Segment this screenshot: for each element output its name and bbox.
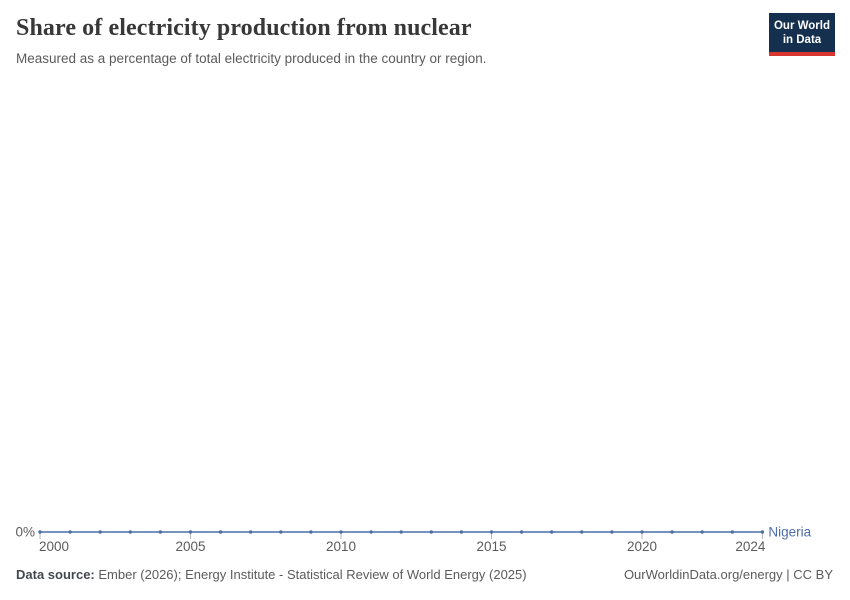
owid-url-license-link[interactable]: OurWorldinData.org/energy | CC BY: [623, 567, 833, 582]
data-source-note: Data source: Ember (2026); Energy Instit…: [16, 567, 527, 583]
data-point: [98, 530, 102, 534]
data-point: [399, 530, 403, 534]
data-point: [489, 530, 494, 534]
data-point: [519, 530, 524, 534]
data-source-text: Ember (2026); Energy Institute - Statist…: [98, 567, 527, 582]
data-point: [158, 530, 163, 534]
owid-logo-accent-strip: [769, 52, 835, 57]
chart-header: Share of electricity production from nuc…: [16, 14, 746, 67]
x-tick-label: 2005: [175, 539, 205, 554]
data-point: [610, 530, 614, 534]
data-point: [459, 530, 464, 534]
data-point: [68, 530, 72, 534]
chart-subtitle: Measured as a percentage of total electr…: [16, 50, 487, 66]
data-point: [730, 530, 734, 534]
chart-title: Share of electricity production from nuc…: [16, 15, 472, 41]
data-point: [640, 530, 644, 534]
owid-logo-box: Our World in Data: [769, 13, 835, 53]
data-source-label: Data source:: [16, 567, 95, 582]
owid-logo-line2: in Data: [782, 34, 822, 47]
chart-footer: Data source: Ember (2026); Energy Instit…: [16, 567, 833, 583]
data-point: [369, 530, 373, 534]
data-point: [550, 530, 554, 534]
data-point: [339, 530, 343, 534]
data-point: [218, 530, 223, 534]
data-point: [429, 530, 433, 534]
nuclear-share-line-chart: 2000 2005 2010 2015 2020 2024 0% Nigeria: [15, 525, 811, 555]
data-point: [760, 530, 765, 534]
x-tick-label: 2024: [735, 539, 766, 554]
owid-logo: Our World in Data: [769, 13, 835, 57]
x-tick-label: 2000: [39, 539, 69, 554]
data-point: [38, 530, 42, 534]
x-tick-label: 2010: [326, 539, 356, 554]
data-point: [128, 530, 132, 534]
y-tick-label: 0%: [15, 525, 35, 540]
entity-label-nigeria[interactable]: Nigeria: [768, 525, 811, 540]
data-point: [580, 530, 584, 534]
data-point: [700, 530, 704, 534]
x-tick-label: 2020: [627, 539, 657, 554]
owid-logo-line1: Our World: [773, 20, 830, 32]
data-point: [249, 530, 253, 534]
data-point: [188, 530, 193, 534]
x-tick-label: 2015: [476, 539, 506, 554]
data-point: [309, 530, 313, 534]
data-point: [279, 530, 283, 534]
data-point: [670, 530, 674, 534]
